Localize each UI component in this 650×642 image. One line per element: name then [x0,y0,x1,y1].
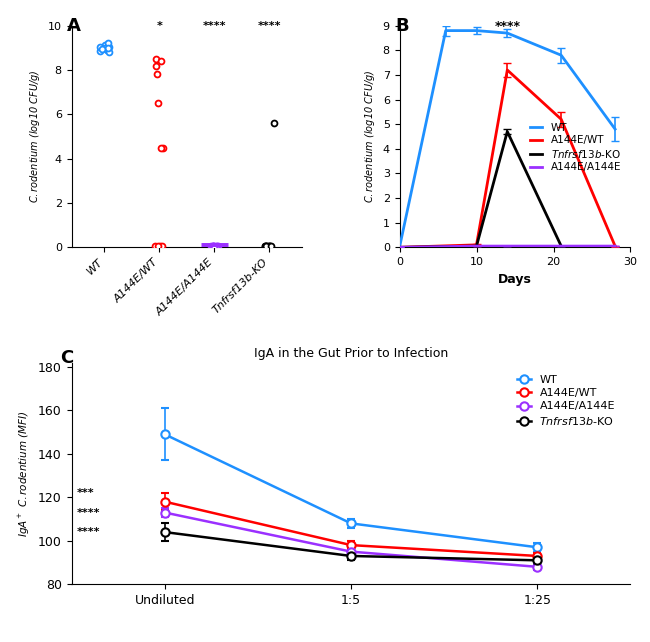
Y-axis label: $C. rodentium$ (log10 CFU/g): $C. rodentium$ (log10 CFU/g) [363,70,377,204]
Point [96,44,107,54]
Point [156,143,166,153]
Text: ***: *** [77,488,95,498]
Point [155,241,165,252]
Point [208,241,218,252]
Point [98,43,109,53]
Point [261,241,271,252]
Point [158,143,168,153]
Point [208,241,218,252]
Point [208,241,218,252]
Text: C: C [60,349,73,367]
Legend: WT, A144E/WT, $Tnfrsf13b$-KO, A144E/A144E: WT, A144E/WT, $Tnfrsf13b$-KO, A144E/A144… [526,119,625,177]
Point [264,241,274,252]
Point [260,241,270,252]
Point [103,39,113,49]
Text: ****: **** [77,508,101,517]
Title: IgA in the Gut Prior to Infection: IgA in the Gut Prior to Infection [254,347,448,360]
X-axis label: Days: Days [498,273,532,286]
Text: A: A [67,17,81,35]
Point [151,60,161,71]
Point [101,40,112,51]
Point [101,45,112,55]
Text: ****: **** [77,527,101,537]
Point [103,43,113,53]
Point [213,241,223,252]
Point [209,241,219,252]
Point [265,241,275,252]
Point [266,241,276,252]
Text: B: B [395,17,408,35]
Point [100,39,110,49]
Y-axis label: $C. rodentium$ (log10 CFU/g): $C. rodentium$ (log10 CFU/g) [28,70,42,204]
Point [205,241,216,252]
Point [211,241,221,252]
Text: *: * [157,21,162,31]
Point [153,241,164,252]
Y-axis label: $IgA^+$ $C. rodentium$ (MFI): $IgA^+$ $C. rodentium$ (MFI) [18,410,32,537]
Text: ****: **** [258,21,281,31]
Point [260,241,270,252]
Point [157,241,167,252]
Point [155,56,166,66]
Point [94,42,105,52]
Point [95,46,105,56]
Point [96,43,107,53]
Point [151,54,161,64]
Point [262,241,272,252]
Point [269,118,280,128]
Point [261,241,271,252]
Point [212,241,222,252]
Text: ****: **** [494,20,520,33]
Point [150,241,160,252]
Point [100,43,110,53]
Text: ****: **** [203,21,226,31]
Legend: WT, A144E/WT, A144E/A144E, $Tnfrsf13b$-KO: WT, A144E/WT, A144E/A144E, $Tnfrsf13b$-K… [513,370,619,431]
Point [151,69,162,80]
Point [264,241,274,252]
Point [153,98,163,108]
Point [104,47,114,57]
Point [104,42,114,52]
Point [96,44,107,54]
